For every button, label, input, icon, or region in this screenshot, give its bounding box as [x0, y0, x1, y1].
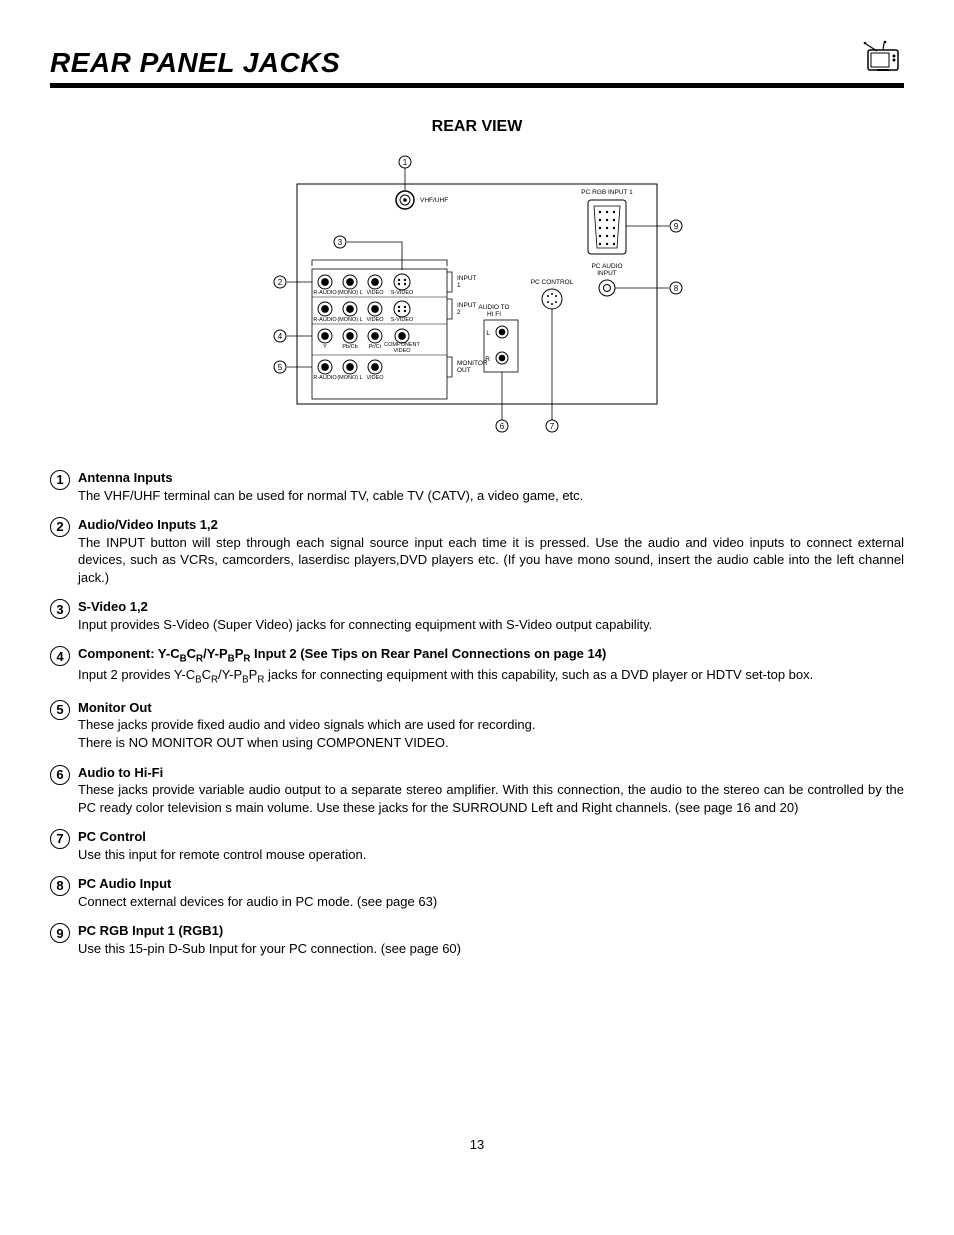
item-desc: These jacks provide fixed audio and vide…: [78, 716, 904, 751]
item-desc: Connect external devices for audio in PC…: [78, 893, 904, 911]
item-body: Audio to Hi-FiThese jacks provide variab…: [78, 764, 904, 817]
svg-text:(MONO) L: (MONO) L: [337, 317, 362, 323]
item-4: 4 Component: Y-CBCR/Y-PBPR Input 2 (See T…: [50, 645, 904, 687]
item-title: Monitor Out: [78, 700, 152, 715]
item-title: S-Video 1,2: [78, 599, 148, 614]
svg-text:S-VIDEO: S-VIDEO: [391, 317, 414, 323]
svg-text:R: R: [485, 356, 490, 363]
svg-text:Y: Y: [323, 344, 327, 350]
svg-text:4: 4: [278, 332, 283, 341]
svg-text:8: 8: [674, 284, 679, 293]
svg-text:R-AUDIO: R-AUDIO: [313, 375, 337, 381]
items-list: 1 Antenna Inputs The VHF/UHF terminal can …: [50, 469, 904, 957]
item-title: Audio/Video Inputs 1,2: [78, 517, 218, 532]
svg-text:R-AUDIO: R-AUDIO: [313, 290, 337, 296]
svg-text:INPUT: INPUT: [457, 302, 477, 309]
item-title: Audio to Hi-Fi: [78, 765, 163, 780]
item-title: PC RGB Input 1 (RGB1): [78, 923, 223, 938]
item-title: Component: Y-CBCR/Y-PBPR Input 2 (See Ti…: [78, 646, 606, 661]
item-number: 7: [50, 829, 70, 849]
item-title: Antenna Inputs: [78, 470, 173, 485]
item-body: Audio/Video Inputs 1,2 The INPUT button w…: [78, 516, 904, 586]
subheading: REAR VIEW: [50, 118, 904, 136]
svg-text:VIDEO: VIDEO: [393, 348, 411, 354]
item-body: Monitor OutThese jacks provide fixed aud…: [78, 699, 904, 752]
item-5: 5 Monitor OutThese jacks provide fixed au…: [50, 699, 904, 752]
svg-text:VIDEO: VIDEO: [366, 375, 384, 381]
svg-text:(MONO) L: (MONO) L: [337, 375, 362, 381]
item-number: 9: [50, 923, 70, 943]
svg-text:(MONO) L: (MONO) L: [337, 290, 362, 296]
page-title: REAR PANEL JACKS: [50, 47, 340, 79]
tv-icon: [862, 40, 904, 79]
svg-text:R-AUDIO: R-AUDIO: [313, 317, 337, 323]
item-body: PC Audio Input Connect external devices f…: [78, 875, 904, 910]
svg-text:VIDEO: VIDEO: [366, 290, 384, 296]
item-number: 2: [50, 517, 70, 537]
svg-text:HI FI: HI FI: [487, 311, 501, 318]
svg-text:6: 6: [500, 422, 505, 431]
svg-text:Pr/Cr: Pr/Cr: [369, 344, 382, 350]
item-7: 7 PC Control Use this input for remote con…: [50, 828, 904, 863]
svg-text:INPUT: INPUT: [597, 270, 617, 277]
item-6: 6 Audio to Hi-FiThese jacks provide varia…: [50, 764, 904, 817]
svg-text:Pb/Cb: Pb/Cb: [342, 344, 357, 350]
svg-text:1: 1: [457, 282, 461, 289]
item-body: S-Video 1,2 Input provides S-Video (Super…: [78, 598, 904, 633]
svg-text:7: 7: [550, 422, 555, 431]
item-number: 8: [50, 876, 70, 896]
svg-text:5: 5: [278, 363, 283, 372]
item-number: 6: [50, 765, 70, 785]
header: REAR PANEL JACKS: [50, 40, 904, 79]
svg-text:AUDIO TO: AUDIO TO: [478, 304, 509, 311]
item-number: 1: [50, 470, 70, 490]
svg-text:PC CONTROL: PC CONTROL: [531, 279, 574, 286]
item-title: PC Audio Input: [78, 876, 171, 891]
item-2: 2 Audio/Video Inputs 1,2 The INPUT button …: [50, 516, 904, 586]
item-number: 5: [50, 700, 70, 720]
item-1: 1 Antenna Inputs The VHF/UHF terminal can …: [50, 469, 904, 504]
item-desc: These jacks provide variable audio outpu…: [78, 781, 904, 816]
item-body: PC Control Use this input for remote cont…: [78, 828, 904, 863]
svg-text:1: 1: [403, 158, 408, 167]
item-3: 3 S-Video 1,2 Input provides S-Video (Supe…: [50, 598, 904, 633]
svg-text:VIDEO: VIDEO: [366, 317, 384, 323]
svg-text:INPUT: INPUT: [457, 275, 477, 282]
item-number: 3: [50, 599, 70, 619]
svg-text:OUT: OUT: [457, 367, 471, 374]
item-number: 4: [50, 646, 70, 666]
item-body: PC RGB Input 1 (RGB1) Use this 15-pin D-S…: [78, 922, 904, 957]
title-rule: [50, 83, 904, 88]
rear-view-diagram: VHF/UHFR-AUDIO(MONO) LVIDEOS-VIDEOR-AUDI…: [50, 154, 904, 434]
item-body: Antenna Inputs The VHF/UHF terminal can b…: [78, 469, 904, 504]
svg-text:3: 3: [338, 238, 343, 247]
item-desc: Input provides S-Video (Super Video) jac…: [78, 616, 904, 634]
page-number: 13: [50, 1137, 904, 1152]
svg-text:PC RGB INPUT 1: PC RGB INPUT 1: [581, 189, 633, 196]
svg-text:2: 2: [457, 309, 461, 316]
svg-text:L: L: [486, 330, 490, 337]
svg-text:2: 2: [278, 278, 283, 287]
svg-text:MONITOR: MONITOR: [457, 360, 488, 367]
item-title: PC Control: [78, 829, 146, 844]
svg-text:PC AUDIO: PC AUDIO: [591, 263, 622, 270]
item-9: 9 PC RGB Input 1 (RGB1) Use this 15-pin D-…: [50, 922, 904, 957]
diagram-svg: VHF/UHFR-AUDIO(MONO) LVIDEOS-VIDEOR-AUDI…: [262, 154, 692, 434]
item-8: 8 PC Audio Input Connect external devices …: [50, 875, 904, 910]
svg-text:VHF/UHF: VHF/UHF: [420, 197, 448, 204]
svg-text:S-VIDEO: S-VIDEO: [391, 290, 414, 296]
item-body: Component: Y-CBCR/Y-PBPR Input 2 (See Ti…: [78, 645, 904, 687]
item-desc: Input 2 provides Y-CBCR/Y-PBPR jacks for…: [78, 666, 904, 687]
item-desc: Use this input for remote control mouse …: [78, 846, 904, 864]
svg-text:9: 9: [674, 222, 679, 231]
item-desc: Use this 15-pin D-Sub Input for your PC …: [78, 940, 904, 958]
item-desc: The VHF/UHF terminal can be used for nor…: [78, 487, 904, 505]
item-desc: The INPUT button will step through each …: [78, 534, 904, 587]
